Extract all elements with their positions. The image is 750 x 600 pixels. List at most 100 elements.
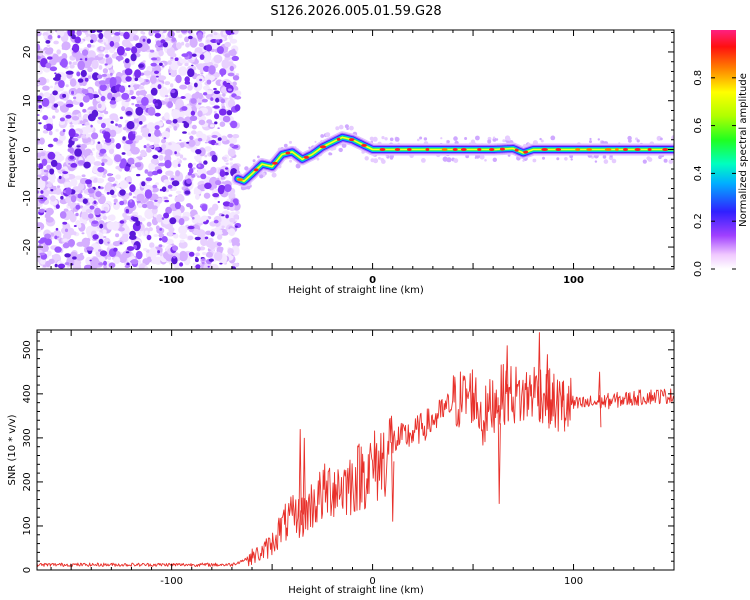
noise-speckle <box>107 176 116 183</box>
noise-speckle <box>41 97 50 107</box>
halo-speckle <box>308 146 311 149</box>
noise-speckle <box>205 44 213 52</box>
noise-speckle <box>184 81 191 85</box>
halo-speckle <box>502 139 506 143</box>
noise-speckle <box>62 221 68 225</box>
noise-speckle <box>38 105 43 109</box>
noise-speckle <box>195 252 201 257</box>
noise-speckle <box>126 121 135 130</box>
noise-speckle <box>198 92 204 100</box>
noise-speckle <box>108 262 116 269</box>
noise-speckle <box>124 265 130 268</box>
noise-speckle <box>136 100 143 104</box>
noise-speckle <box>135 250 143 260</box>
noise-speckle <box>163 137 167 140</box>
halo-speckle <box>378 156 381 160</box>
noise-speckle <box>146 221 152 227</box>
noise-speckle <box>164 112 170 120</box>
snr-line <box>37 363 674 567</box>
noise-speckle <box>122 136 126 141</box>
noise-speckle <box>128 192 133 196</box>
noise-speckle <box>92 234 99 240</box>
noise-speckle <box>232 169 235 171</box>
noise-speckle <box>117 227 125 232</box>
halo-speckle <box>335 126 340 131</box>
noise-speckle <box>190 110 196 116</box>
halo-speckle <box>642 159 647 164</box>
x-tick-label: 0 <box>369 576 375 587</box>
noise-speckle <box>207 207 216 216</box>
noise-speckle <box>128 89 134 96</box>
halo-speckle <box>394 137 400 142</box>
x-tick-label: 100 <box>563 275 584 286</box>
noise-speckle <box>37 152 42 158</box>
ridge-hotspot <box>336 137 341 141</box>
noise-speckle <box>86 50 96 60</box>
noise-region <box>37 30 242 269</box>
noise-speckle <box>100 95 106 102</box>
noise-speckle <box>78 113 82 118</box>
noise-speckle <box>131 102 135 106</box>
noise-speckle <box>91 220 99 224</box>
noise-speckle <box>97 53 105 58</box>
noise-speckle <box>68 61 72 65</box>
noise-speckle <box>46 44 51 47</box>
noise-speckle <box>224 184 232 193</box>
halo-speckle <box>601 140 605 145</box>
noise-speckle <box>114 180 118 185</box>
noise-speckle <box>191 93 199 100</box>
noise-speckle <box>168 73 172 75</box>
noise-speckle <box>148 133 151 137</box>
noise-speckle <box>121 152 126 155</box>
noise-speckle <box>58 175 62 180</box>
noise-speckle <box>70 178 78 187</box>
noise-speckle <box>152 154 159 159</box>
noise-speckle <box>182 131 187 134</box>
noise-speckle <box>49 66 58 72</box>
noise-speckle <box>212 193 220 198</box>
noise-speckle <box>100 195 105 200</box>
noise-speckle <box>56 101 64 106</box>
ridge-hotspot <box>394 148 401 151</box>
noise-speckle <box>219 108 227 116</box>
noise-speckle <box>133 140 137 144</box>
colorbar-label: Normalized spectral amplitude <box>738 73 749 227</box>
halo-speckle <box>597 138 600 141</box>
halo-speckle <box>603 159 609 164</box>
ridge-hotspot <box>489 148 495 151</box>
noise-speckle <box>130 146 140 155</box>
noise-speckle <box>49 85 54 89</box>
ridge-hotspot <box>460 148 467 151</box>
noise-speckle <box>188 124 193 129</box>
noise-speckle <box>132 131 136 135</box>
noise-speckle <box>155 147 160 151</box>
snr-spike <box>497 397 501 504</box>
noise-speckle <box>85 208 93 214</box>
noise-speckle <box>104 138 112 143</box>
noise-speckle <box>109 40 115 47</box>
halo-speckle <box>484 159 487 162</box>
noise-speckle <box>157 75 167 81</box>
halo-speckle <box>492 136 496 139</box>
noise-speckle <box>87 43 92 48</box>
halo-speckle <box>295 163 301 169</box>
x-tick-label: 100 <box>564 576 583 587</box>
y-tick-label: -10 <box>22 190 33 206</box>
noise-speckle <box>167 231 173 237</box>
noise-speckle <box>68 239 75 247</box>
noise-speckle <box>85 121 90 126</box>
noise-speckle <box>144 208 154 220</box>
noise-speckle <box>83 161 91 169</box>
noise-speckle <box>81 211 89 220</box>
noise-speckle <box>170 83 174 88</box>
halo-speckle <box>338 147 343 153</box>
noise-speckle <box>45 117 53 126</box>
noise-speckle <box>167 60 172 65</box>
noise-speckle <box>103 237 111 246</box>
noise-speckle <box>91 109 99 118</box>
noise-speckle <box>210 97 214 101</box>
noise-speckle <box>91 44 95 48</box>
noise-speckle <box>227 99 236 108</box>
noise-speckle <box>186 141 190 144</box>
noise-speckle <box>197 184 206 190</box>
